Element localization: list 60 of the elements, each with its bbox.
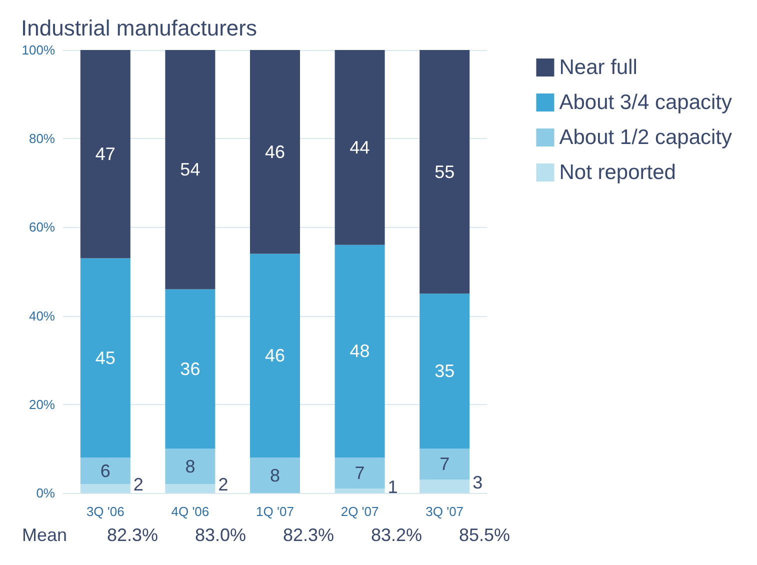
bar: [334, 458, 385, 489]
bar: [250, 254, 300, 458]
data-label: 45: [95, 348, 116, 368]
text: 82.3%: [283, 525, 334, 545]
bar: [334, 50, 385, 245]
data-label: 2: [218, 474, 228, 495]
text: 83.0%: [195, 525, 246, 545]
data-label: 54: [180, 160, 200, 180]
data-label: 8: [185, 456, 196, 476]
y-tick-label: 100%: [22, 42, 56, 58]
bar: [165, 289, 216, 449]
data-label: 1: [388, 476, 398, 497]
legend-label: Near full: [559, 56, 638, 79]
y-tick-label: 60%: [28, 220, 56, 235]
data-label: 2: [133, 474, 144, 495]
bar: [80, 458, 130, 484]
data-label: 6: [100, 460, 110, 481]
data-label: 44: [350, 137, 370, 158]
bar: [420, 50, 470, 294]
x-tick-label: 1Q '07: [256, 504, 294, 519]
y-tick-label: 0%: [36, 486, 56, 500]
bar: [165, 448, 216, 484]
text: 85.5%: [459, 525, 510, 545]
data-label: 47: [95, 144, 116, 164]
data-label: 46: [264, 142, 286, 162]
y-tick-label: 40%: [28, 308, 56, 324]
bar: [250, 458, 300, 493]
x-tick-label: 3Q '07: [426, 504, 464, 519]
legend-label: About 1/2 capacity: [559, 126, 732, 149]
bar: [80, 50, 130, 258]
bar: [165, 50, 216, 290]
data-label: 48: [350, 341, 370, 362]
bar: [334, 488, 385, 493]
bar: [80, 258, 130, 458]
bar: [420, 294, 470, 449]
text: 82.3%: [107, 525, 158, 545]
chart-title: Industrial manufacturers: [21, 16, 257, 40]
bar: [334, 244, 385, 458]
x-tick-label: 2Q '07: [340, 504, 379, 519]
data-label: 8: [270, 465, 280, 486]
data-label: 35: [434, 361, 455, 382]
legend-label: Not reported: [559, 161, 676, 184]
text: Mean: [22, 525, 68, 545]
data-label: 55: [434, 162, 455, 182]
data-label: 7: [354, 463, 365, 484]
y-tick-label: 80%: [28, 131, 56, 146]
data-label: 46: [264, 346, 286, 366]
data-label: 7: [440, 454, 450, 474]
legend-label: About 3/4 capacity: [559, 91, 732, 114]
data-label: 3: [472, 472, 483, 492]
bar: [80, 484, 130, 493]
bar: [420, 448, 470, 480]
data-label: 36: [180, 358, 200, 379]
text: 83.2%: [371, 525, 422, 545]
x-tick-label: 4Q '06: [171, 504, 210, 519]
x-tick-label: 3Q '06: [86, 504, 124, 519]
bar: [250, 50, 300, 254]
bar: [165, 484, 216, 493]
y-tick-label: 20%: [28, 396, 56, 412]
bar: [420, 480, 470, 493]
